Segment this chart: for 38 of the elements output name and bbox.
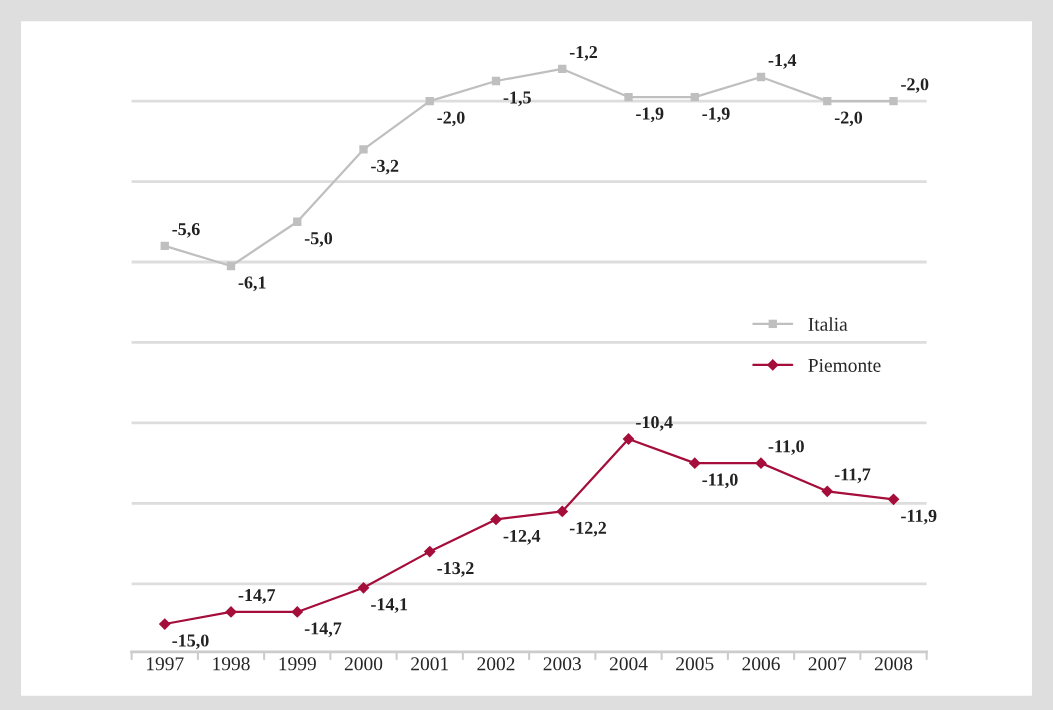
x-tick-label: 2001 [411, 657, 449, 671]
data-label: -1,4 [768, 54, 797, 69]
x-tick-label: 2004 [609, 657, 648, 671]
data-label: -13,2 [437, 562, 474, 577]
x-tick-label: 1998 [213, 657, 250, 671]
data-label: -2,0 [901, 78, 929, 93]
data-label: -1,9 [636, 107, 664, 123]
x-tick-label: 1999 [279, 657, 316, 671]
data-label: -1,5 [503, 91, 531, 107]
data-label: -2,0 [834, 111, 863, 127]
x-tick-label: 2008 [874, 657, 913, 671]
data-label: -12,2 [569, 521, 607, 537]
data-label: -2,0 [437, 111, 465, 127]
x-tick-label: 2000 [344, 657, 383, 671]
x-tick-label: 2002 [477, 657, 515, 671]
data-label: -11,0 [702, 473, 738, 489]
data-label: -3,2 [371, 159, 399, 175]
x-tick-label: 2003 [543, 657, 581, 671]
data-label: -5,6 [172, 223, 200, 238]
data-label: -1,9 [702, 107, 730, 123]
data-label: -6,1 [238, 276, 266, 292]
data-label: -11,0 [768, 440, 804, 455]
data-label: -11,9 [901, 509, 937, 525]
legend-label: Piemonte [808, 358, 881, 372]
x-tick-label: 2007 [808, 657, 847, 671]
data-label: -14,1 [371, 598, 408, 614]
x-tick-label: 2005 [676, 657, 714, 671]
data-label: -14,7 [304, 622, 342, 638]
data-label: -14,7 [238, 589, 276, 604]
data-label: -11,7 [834, 468, 871, 484]
data-label: -12,4 [503, 529, 541, 545]
data-label: -5,0 [304, 232, 333, 247]
legend-label: Italia [808, 317, 848, 331]
data-label: -15,0 [172, 634, 209, 650]
x-tick-label: 1997 [147, 657, 184, 671]
x-tick-label: 2006 [742, 657, 780, 671]
data-label: -1,2 [569, 46, 598, 61]
data-label: -10,4 [636, 416, 673, 431]
